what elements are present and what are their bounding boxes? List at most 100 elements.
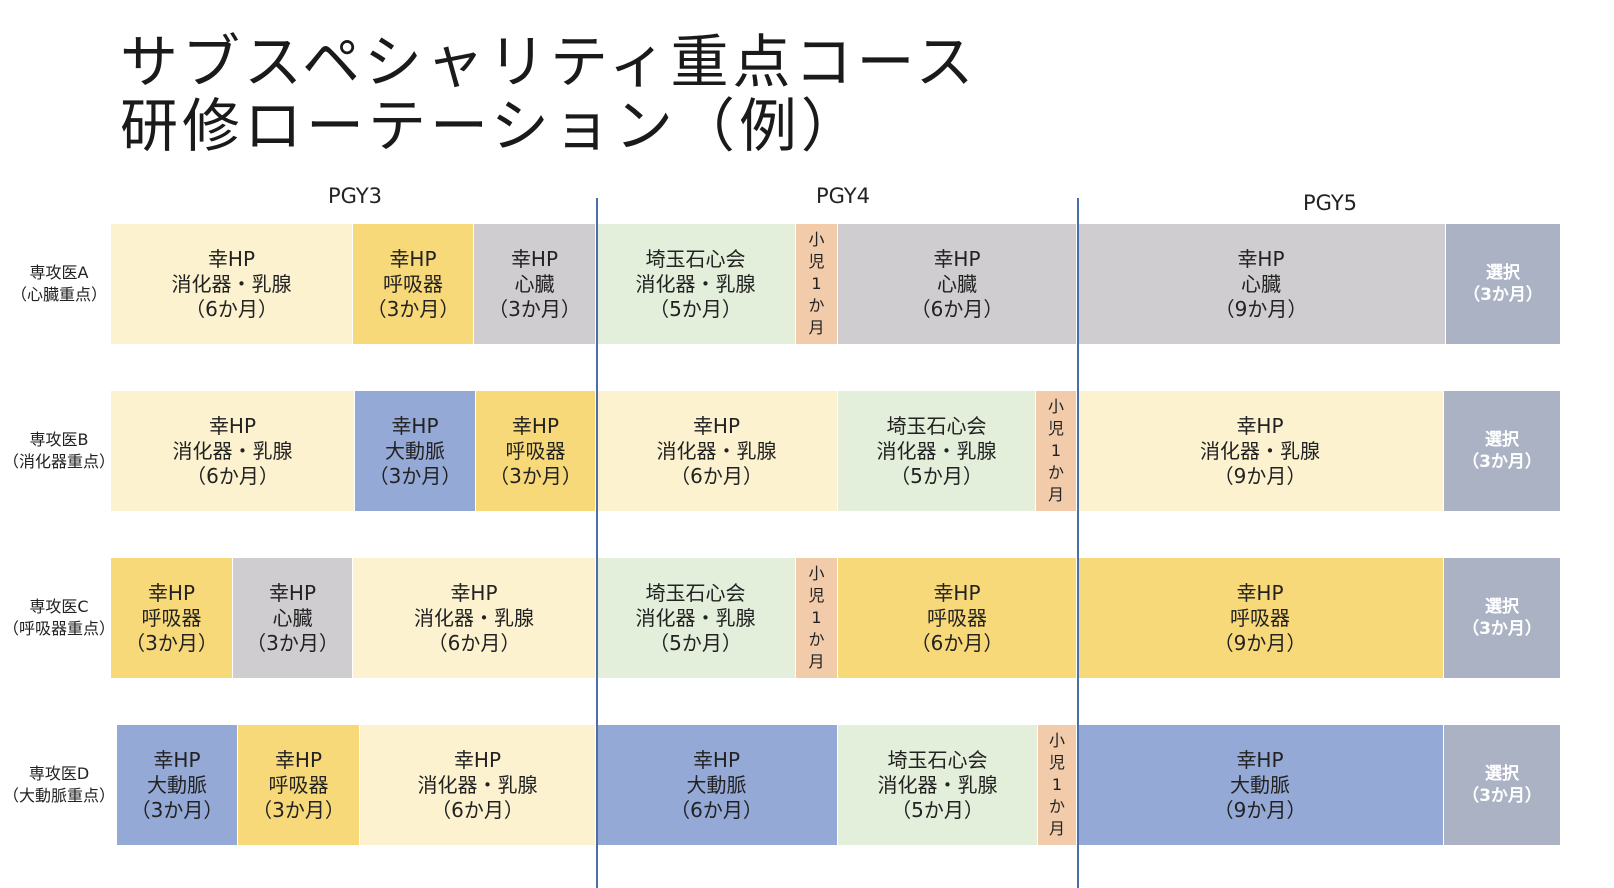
- rotation-block-text: （6か月）: [910, 630, 1004, 655]
- rotation-block-respiratory: 幸HP 呼吸器 （3か月）: [353, 224, 474, 344]
- resident-label-row-c: 専攻医C （呼吸器重点）: [0, 596, 118, 640]
- rotation-block-text: （9か月）: [1213, 463, 1307, 488]
- rotation-block-text: 消化器・乳腺: [656, 438, 777, 463]
- rotation-block-text: 幸HP: [692, 413, 741, 438]
- rotation-block-text: （9か月）: [1214, 296, 1308, 321]
- rotation-block-text: 消化器・乳腺: [417, 772, 538, 797]
- rotation-block-text: 幸HP: [1236, 580, 1284, 605]
- rotation-block-text: 消化器・乳腺: [414, 605, 534, 630]
- rotation-block-text: （5か月）: [649, 630, 742, 655]
- rotation-block-text: 消化器・乳腺: [171, 271, 292, 296]
- rotation-block-elective: 選択 （3か月）: [1444, 391, 1561, 511]
- rotation-block-text: 幸HP: [453, 747, 502, 772]
- rotation-block-text: （3か月）: [246, 630, 339, 655]
- rotation-block-respiratory: 幸HP 呼吸器 （3か月）: [476, 391, 596, 511]
- resident-label-line: 専攻医A: [29, 263, 89, 282]
- rotation-block-text: 埼玉石心会: [886, 413, 987, 438]
- rotation-block-text: 小: [808, 564, 825, 583]
- rotation-block-text: 呼吸器: [383, 271, 443, 296]
- rotation-block-text: 月: [1048, 819, 1065, 838]
- rotation-block-saitama: 埼玉石心会 消化器・乳腺 （5か月）: [838, 725, 1038, 845]
- rotation-block-text: 小: [1047, 397, 1064, 416]
- rotation-block-text: か: [1047, 463, 1064, 482]
- rotation-block-text: （3か月）: [130, 797, 224, 822]
- rotation-block-text: 選択: [1485, 597, 1519, 617]
- rotation-block-text: 小: [808, 230, 825, 249]
- rotation-block-text: （3か月）: [1463, 285, 1543, 305]
- rotation-block-text: 1: [811, 274, 822, 293]
- rotation-block-text: （3か月）: [1462, 452, 1542, 472]
- resident-label-row-d: 専攻医D （大動脈重点）: [0, 763, 118, 807]
- rotation-block-pediatric: 小児 1 か月: [1038, 725, 1077, 845]
- year-label-pgy5: PGY5: [1302, 191, 1358, 215]
- rotation-block-text: （6か月）: [185, 296, 278, 321]
- rotation-block-text: 埼玉石心会: [645, 246, 746, 271]
- rotation-block-text: 児: [808, 586, 825, 605]
- rotation-block-elective: 選択 （3か月）: [1446, 224, 1561, 344]
- rotation-block-respiratory: 幸HP 呼吸器 （9か月）: [1077, 558, 1444, 678]
- rotation-block-text: （5か月）: [649, 296, 742, 321]
- rotation-block-text: 呼吸器: [141, 605, 202, 630]
- rotation-block-text: 呼吸器: [1230, 605, 1290, 630]
- rotation-block-text: （9か月）: [1213, 797, 1307, 822]
- rotation-block-text: 幸HP: [933, 246, 981, 271]
- rotation-block-cardiac: 幸HP 心臓 （3か月）: [474, 224, 596, 344]
- rotation-block-saitama: 埼玉石心会 消化器・乳腺 （5か月）: [596, 558, 796, 678]
- rotation-block-text: 幸HP: [511, 413, 560, 438]
- rotation-block-text: 幸HP: [510, 246, 559, 271]
- rotation-block-text: （3か月）: [368, 463, 462, 488]
- rotation-block-text: （6か月）: [431, 797, 524, 822]
- rotation-block-text: 月: [1047, 485, 1064, 504]
- rotation-block-text: （6か月）: [670, 797, 763, 822]
- rotation-block-text: 1: [1051, 775, 1063, 794]
- rotation-block-text: 大動脈: [686, 772, 747, 797]
- rotation-block-text: 大動脈: [147, 772, 207, 797]
- rotation-block-text: 幸HP: [1237, 246, 1285, 271]
- rotation-block-text: （5か月）: [890, 463, 983, 488]
- rotation-block-text: （6か月）: [670, 463, 763, 488]
- rotation-block-cardiac: 幸HP 心臓 （9か月）: [1077, 224, 1446, 344]
- rotation-block-text: （3か月）: [125, 630, 218, 655]
- rotation-block-text: 幸HP: [268, 580, 317, 605]
- rotation-block-text: 児: [808, 252, 825, 271]
- title-line-1: サブスペシャリティ重点コース: [120, 28, 978, 96]
- rotation-block-text: 1: [811, 608, 822, 627]
- rotation-block-respiratory: 幸HP 呼吸器 （6か月）: [838, 558, 1077, 678]
- rotation-block-text: 幸HP: [147, 580, 196, 605]
- rotation-block-elective: 選択 （3か月）: [1444, 725, 1561, 845]
- year-label-pgy4: PGY4: [815, 184, 871, 208]
- rotation-block-text: 1: [1050, 441, 1062, 460]
- rotation-block-text: 幸HP: [389, 246, 437, 271]
- rotation-block-text: （9か月）: [1213, 630, 1307, 655]
- rotation-block-digestive: 幸HP 消化器・乳腺 （6か月）: [353, 558, 596, 678]
- rotation-block-digestive: 幸HP 消化器・乳腺 （9か月）: [1077, 391, 1444, 511]
- rotation-block-text: か: [808, 296, 825, 315]
- rotation-block-text: 幸HP: [207, 246, 256, 271]
- rotation-block-text: 選択: [1485, 430, 1519, 450]
- rotation-block-text: 呼吸器: [505, 438, 566, 463]
- rotation-block-text: 幸HP: [153, 747, 201, 772]
- resident-label-line: （大動脈重点）: [2, 786, 115, 805]
- year-divider-pgy4-pgy5: [1077, 198, 1079, 888]
- rotation-block-text: 心臓: [1241, 271, 1281, 296]
- rotation-block-pediatric: 小児 1 か月: [796, 558, 838, 678]
- resident-label-line: （呼吸器重点）: [2, 619, 115, 638]
- rotation-block-text: か: [808, 630, 825, 649]
- rotation-block-text: （6か月）: [427, 630, 521, 655]
- rotation-block-aorta: 幸HP 大動脈 （6か月）: [596, 725, 838, 845]
- rotation-block-text: 消化器・乳腺: [1200, 438, 1320, 463]
- rotation-block-aorta: 幸HP 大動脈 （9か月）: [1077, 725, 1444, 845]
- rotation-block-text: （3か月）: [488, 296, 581, 321]
- rotation-block-aorta: 幸HP 大動脈 （3か月）: [355, 391, 476, 511]
- rotation-block-text: 大動脈: [385, 438, 445, 463]
- year-divider-pgy3-pgy4: [596, 198, 598, 888]
- rotation-block-text: 小: [1048, 731, 1065, 750]
- resident-label-row-a: 専攻医A （心臓重点）: [0, 262, 118, 306]
- rotation-block-respiratory: 幸HP 呼吸器 （3か月）: [238, 725, 360, 845]
- rotation-block-text: か: [1048, 797, 1065, 816]
- rotation-block-text: 幸HP: [274, 747, 323, 772]
- slide-title: サブスペシャリティ重点コース 研修ローテーション（例）: [120, 30, 978, 158]
- rotation-block-text: 幸HP: [391, 413, 439, 438]
- rotation-block-saitama: 埼玉石心会 消化器・乳腺 （5か月）: [838, 391, 1036, 511]
- rotation-block-text: 児: [1047, 419, 1064, 438]
